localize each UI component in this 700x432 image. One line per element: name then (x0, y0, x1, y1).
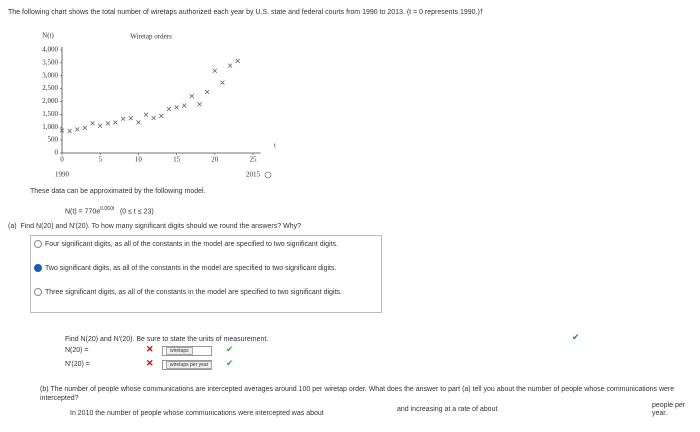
option[interactable]: Four significant digits, as all of the c… (34, 240, 374, 249)
data-point (82, 125, 88, 131)
data-point (166, 106, 172, 112)
y-tick-label: 3,500 (42, 58, 58, 66)
y-tick-label: 2,000 (42, 97, 58, 105)
option-text: Three significant digits, as all of the … (45, 289, 342, 296)
y-tick-label: 3,000 (42, 71, 58, 79)
data-point (204, 89, 210, 95)
y-tick-label: 2,500 (42, 84, 58, 92)
units-tag: wiretaps (166, 347, 193, 355)
check-icon: ✔ (226, 344, 234, 354)
question: The number of people whose communication… (40, 386, 675, 402)
data-point (151, 115, 156, 121)
options-box (30, 235, 382, 313)
part-a: (a) Find N(20) and N′(20). To how many s… (8, 223, 301, 230)
end-year: 2015 (246, 171, 261, 179)
chart: Wiretap orders N(t) t 1990 2015 05001,00… (42, 32, 276, 179)
nprime20-label: N′(20) = (65, 361, 90, 368)
data-point (212, 68, 218, 74)
check-icon: ✔ (572, 332, 580, 342)
x-axis-label: t (274, 142, 276, 150)
sentence-1: In 2010 the number of people whose commu… (70, 410, 324, 417)
answer-input[interactable] (162, 346, 212, 356)
data-point (136, 120, 141, 125)
model: N(t) = 770e0.060t (0 ≤ t ≤ 23) (65, 206, 154, 215)
chart-title: Wiretap orders (130, 33, 172, 41)
data-point (235, 58, 240, 64)
data-point (67, 128, 72, 134)
wrong-icon: ✕ (146, 358, 154, 368)
option-text: Four significant digits, as all of the c… (45, 241, 338, 248)
data-point (120, 116, 126, 122)
x-tick-label: 15 (173, 156, 181, 164)
data-point (174, 105, 179, 110)
data-point (159, 113, 164, 119)
info-icon[interactable] (264, 171, 272, 179)
y-tick-label: 500 (48, 136, 59, 144)
y-tick-label: 0 (55, 149, 59, 157)
data-point (220, 80, 225, 85)
model-intro: These data can be approximated by the fo… (30, 188, 206, 195)
data-point (90, 121, 95, 126)
part-label: (b) (40, 386, 49, 393)
units-tag: wiretaps per year (166, 361, 213, 369)
data-point (128, 115, 134, 121)
x-tick-label: 10 (135, 156, 143, 164)
wrong-icon: ✕ (146, 344, 154, 354)
x-tick-label: 5 (98, 156, 102, 164)
data-point (59, 128, 65, 133)
model-lhs: N(t) = 770e (65, 208, 101, 216)
model-domain: (0 ≤ t ≤ 23) (119, 208, 154, 216)
data-point (97, 123, 103, 129)
part-b: (b) The number of people whose communica… (40, 385, 680, 403)
check-icon: ✔ (226, 358, 234, 368)
y-tick-label: 4,000 (42, 46, 58, 54)
part-label: (a) (8, 223, 17, 230)
option[interactable]: Two significant digits, as all of the co… (34, 264, 374, 273)
data-point (143, 112, 149, 117)
x-tick-label: 0 (60, 156, 64, 164)
data-point (105, 121, 111, 126)
start-year: 1990 (55, 171, 70, 179)
model-exponent: 0.060t (100, 206, 115, 212)
data-point (75, 127, 80, 132)
data-point (227, 63, 233, 68)
n20-label: N(20) = (65, 347, 89, 354)
y-tick-label: 1,000 (42, 123, 58, 131)
data-point (189, 93, 195, 99)
find-text: Find N(20) and N′(20). Be sure to state … (65, 336, 269, 343)
data-point (113, 120, 118, 125)
prompt: The following chart shows the total numb… (8, 9, 484, 16)
y-axis-label: N(t) (42, 32, 54, 40)
question: Find N(20) and N′(20). To how many signi… (20, 223, 301, 230)
x-tick-label: 25 (250, 156, 258, 164)
sentence-2: and increasing at a rate of about (397, 406, 498, 413)
option[interactable]: Three significant digits, as all of the … (34, 288, 374, 297)
data-point (181, 103, 187, 108)
sentence-3: people per year. (652, 402, 686, 417)
y-tick-label: 1,500 (42, 110, 58, 118)
x-tick-label: 20 (211, 156, 219, 164)
data-point (197, 102, 202, 107)
option-text: Two significant digits, as all of the co… (45, 265, 337, 272)
